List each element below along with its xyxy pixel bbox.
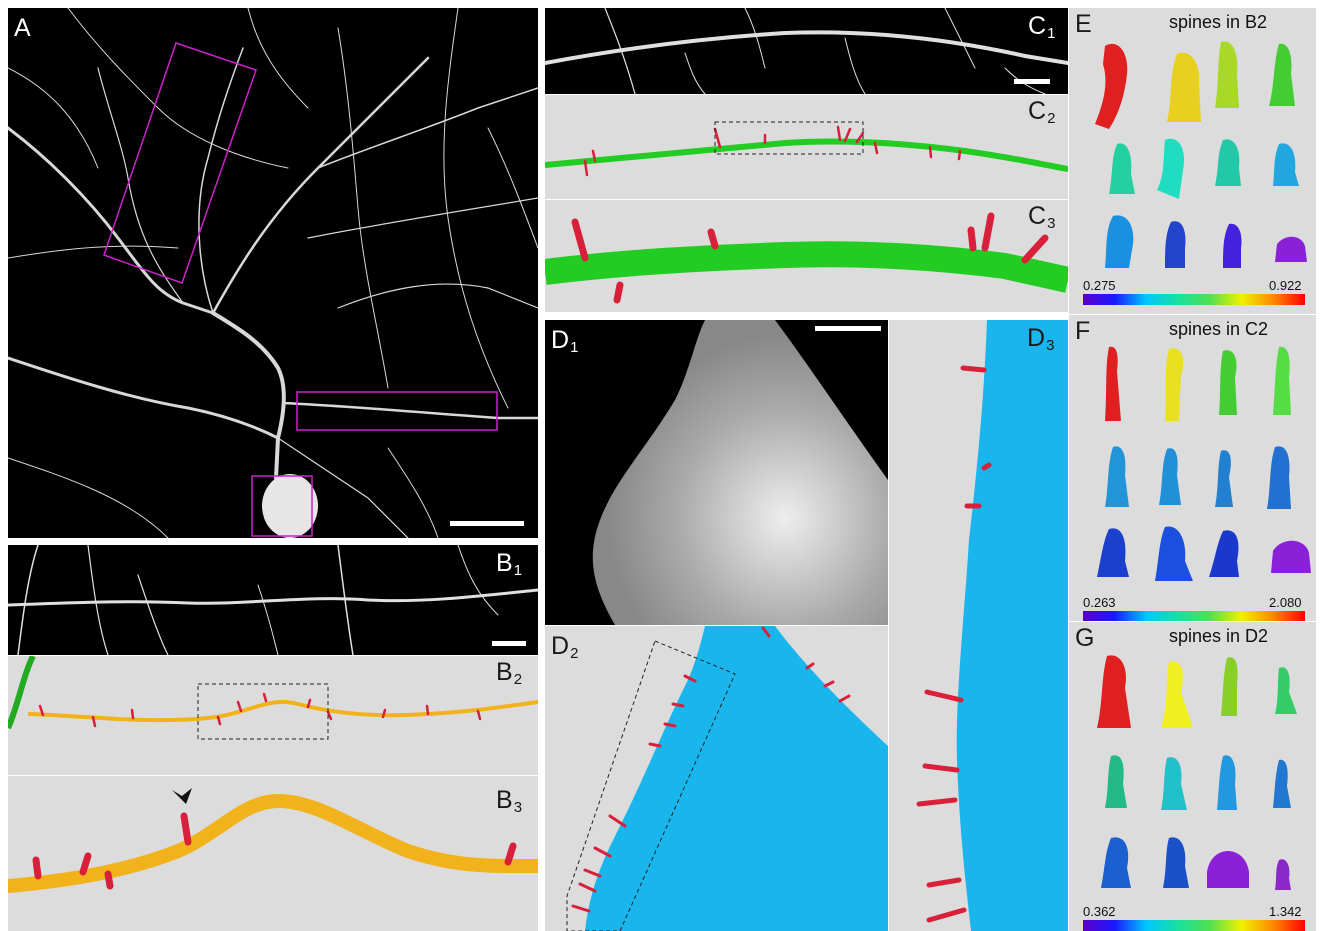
panel-label-c1: C1 [1028,12,1056,42]
panel-f-spines: F spines in C2 0.263 2.080 [1069,315,1316,621]
panel-c3-zoom: C3 [545,200,1068,312]
panel-c2-reconstruction: C2 [545,95,1068,199]
panel-label-b2: B2 [496,658,523,688]
panel-label-c3: C3 [1028,202,1056,232]
zoom-box-b [197,683,329,740]
panel-label-b1: B1 [496,549,523,579]
panel-label-d2: D2 [551,632,579,662]
scale-bar-c1 [1014,79,1050,84]
roi-box-c [296,391,498,431]
roi-box-b [103,42,257,284]
zoom-box-c [714,121,864,155]
dendrite-b-micrograph [8,545,538,655]
scale-bar-a [450,521,524,526]
soma-micrograph [592,320,888,625]
dendrite-c-zoom [545,212,1068,304]
panel-label-g: G [1075,624,1095,652]
zoom-box-d [566,640,736,931]
panel-b1-micrograph: B1 [8,545,538,655]
panel-d2-reconstruction: D2 [545,626,888,931]
panel-e-spines: E spines in B2 0.275 0.922 [1069,8,1316,314]
colorbar-min-f: 0.263 [1083,595,1116,610]
spine-panel-title-e: spines in B2 [1169,12,1268,32]
panel-label-a: A [14,14,31,42]
scale-bar-b1 [492,641,526,646]
colorbar-min-e: 0.275 [1083,278,1116,293]
arrowhead-marker [172,788,192,804]
panel-label-d1: D1 [551,326,579,356]
dendrite-b-reconstruction [8,656,538,740]
spine-panel-title-f: spines in C2 [1169,319,1269,339]
dendrite-c-reconstruction [545,121,1068,177]
panel-g-spines: G spines in D2 0.362 1.342 [1069,622,1316,931]
soma-reconstruction [566,626,888,931]
spine-shapes-e [1095,41,1307,268]
neuron-micrograph [8,8,538,538]
colorbar-max-e: 0.922 [1269,278,1302,293]
spine-shapes-f [1097,346,1311,581]
colorbar-g [1083,920,1305,931]
colorbar-max-g: 1.342 [1269,904,1302,919]
soma-zoom [916,320,1068,931]
panel-d1-micrograph: D1 [545,320,888,625]
spine-panel-title-g: spines in D2 [1169,626,1269,646]
scale-bar-d1 [815,326,881,331]
colorbar-e [1083,294,1305,305]
roi-box-d [251,475,313,537]
panel-label-d3: D3 [1027,324,1055,354]
panel-d3-zoom: D3 [889,320,1068,931]
dendrite-b-zoom [8,788,538,893]
panel-label-c2: C2 [1028,97,1056,127]
spine-shapes-g [1097,655,1297,890]
panel-a-micrograph: A [8,8,538,538]
colorbar-f [1083,611,1305,621]
dendrite-c-micrograph [545,8,1068,94]
panel-label-f: F [1075,317,1091,345]
colorbar-max-f: 2.080 [1269,595,1302,610]
panel-label-e: E [1075,10,1092,38]
panel-b2-reconstruction: B2 [8,656,538,775]
panel-label-b3: B3 [496,786,523,816]
soma [262,474,318,538]
panel-c1-micrograph: C1 [545,8,1068,94]
panel-b3-zoom: B3 [8,776,538,931]
colorbar-min-g: 0.362 [1083,904,1116,919]
